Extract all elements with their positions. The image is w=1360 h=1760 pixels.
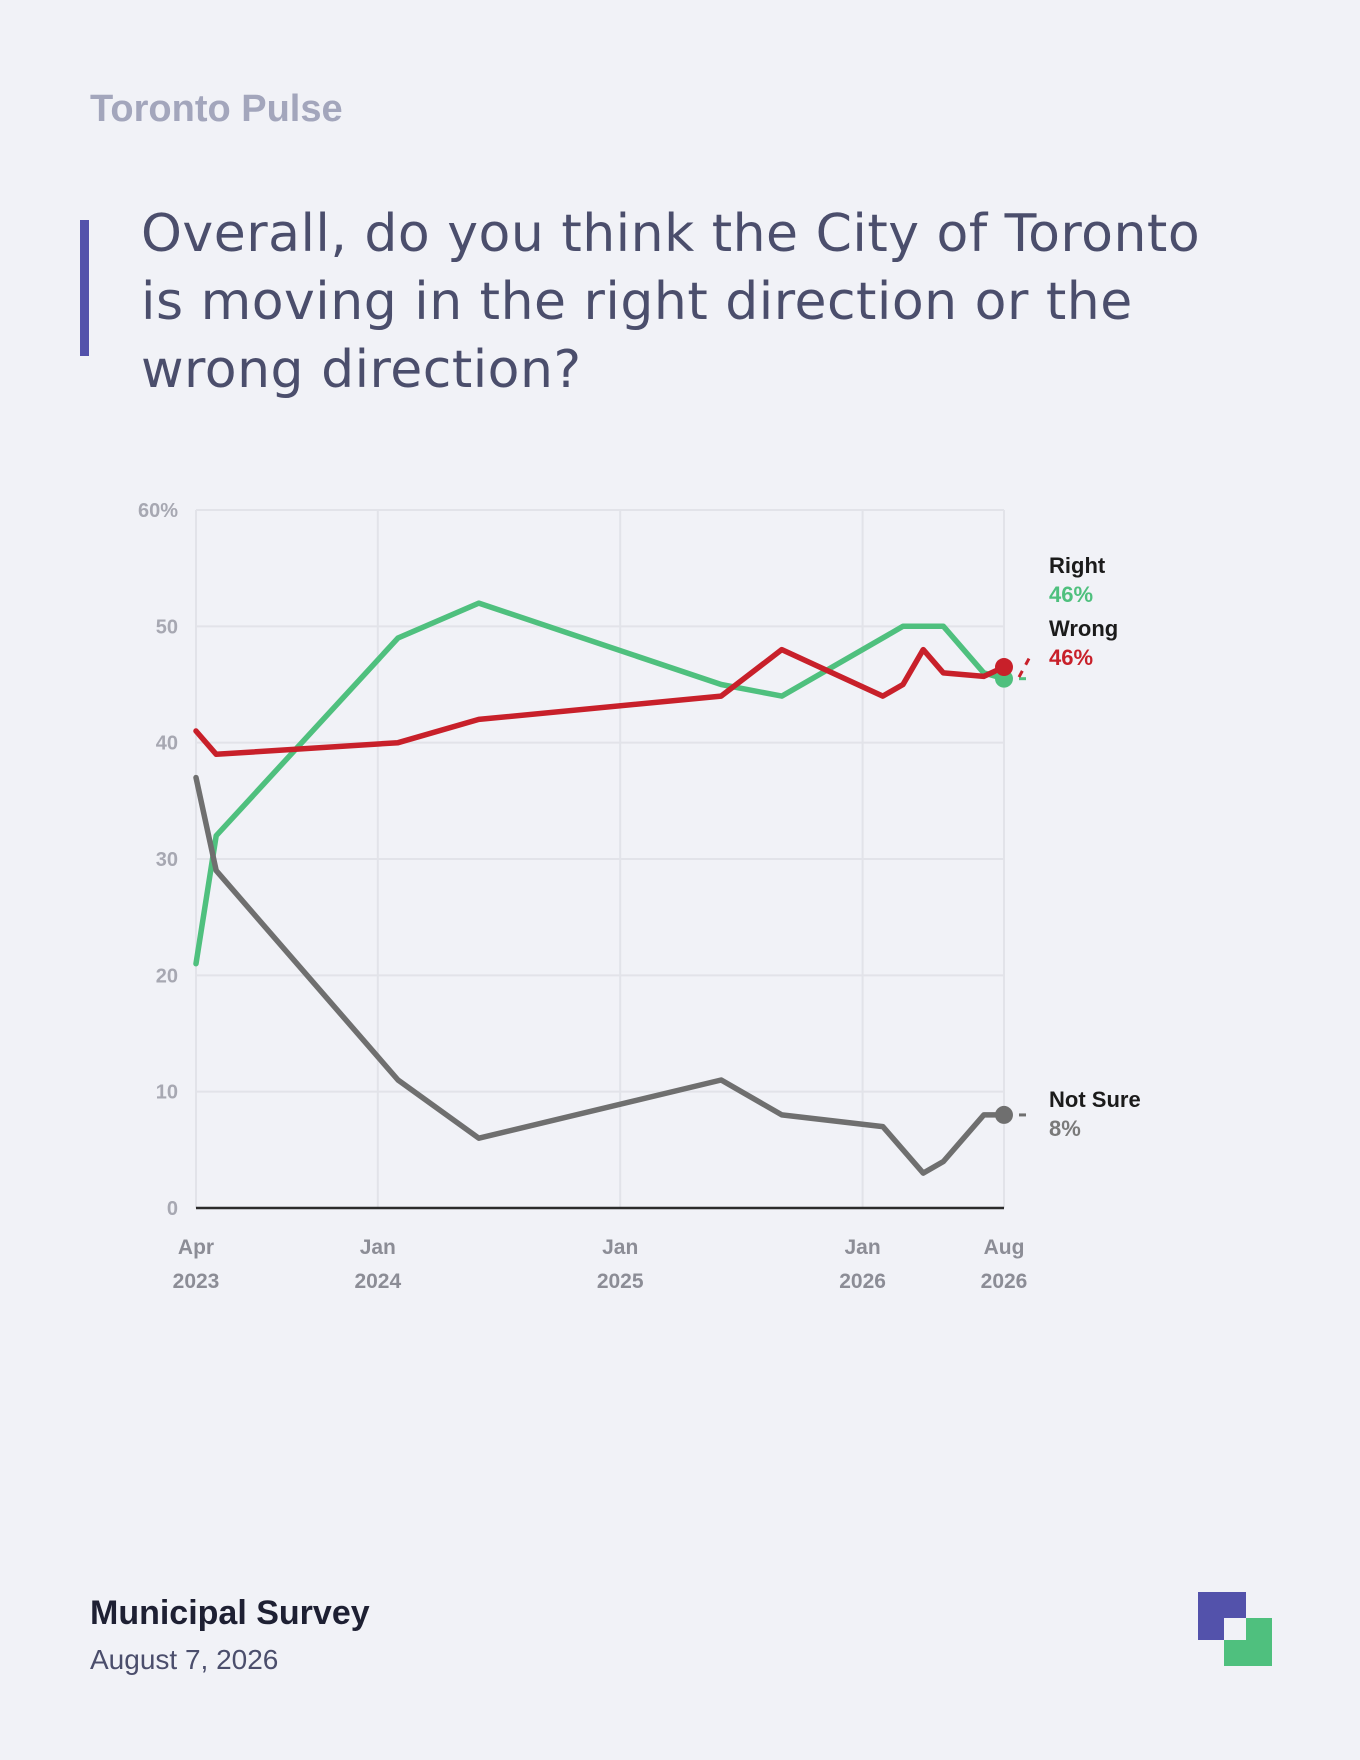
y-axis: 0 10 20 30 40 50 60% [138, 500, 178, 1220]
x-tick-year: 2024 [354, 1270, 401, 1293]
x-tick-month: Aug [984, 1236, 1025, 1259]
series-value-label-right: 46% [1049, 582, 1093, 607]
x-tick-month: Apr [178, 1236, 214, 1259]
series-line-right [193, 600, 1007, 967]
end-marker-not-sure [995, 1105, 1013, 1124]
question-accent-bar [80, 220, 89, 356]
end-labels: Right 46% Wrong 46% Not Sure 8% [1017, 553, 1141, 1141]
series-line-not-sure [193, 774, 1007, 1176]
question-text: Overall, do you think the City of Toront… [141, 204, 1201, 400]
brand-name: Toronto Pulse [90, 88, 343, 130]
footer-date: August 7, 2026 [90, 1644, 279, 1675]
x-tick-year: 2026 [981, 1270, 1028, 1293]
series-line-wrong [193, 646, 1007, 758]
y-tick-label: 20 [156, 965, 178, 987]
x-tick-month: Jan [845, 1236, 881, 1259]
x-tick-year: 2026 [839, 1270, 886, 1293]
series-name-label-wrong: Wrong [1049, 616, 1118, 641]
x-tick-month: Jan [360, 1236, 396, 1259]
series-value-label-wrong: 46% [1049, 645, 1093, 670]
logo-gap [1224, 1618, 1246, 1640]
y-tick-label: 10 [156, 1082, 178, 1104]
series-name-label-not-sure: Not Sure [1049, 1087, 1141, 1112]
x-axis: Apr 2023 Jan 2024 Jan 2025 Jan 2026 Aug 2026 [173, 1206, 1028, 1293]
brand-logo [1198, 1592, 1272, 1666]
x-tick-year: 2023 [173, 1270, 220, 1293]
chart-series [193, 600, 1013, 1176]
series-value-label-not-sure: 8% [1049, 1116, 1081, 1141]
y-tick-label: 60% [138, 500, 178, 522]
y-tick-label: 50 [156, 616, 178, 638]
x-tick-year: 2025 [597, 1270, 644, 1293]
y-tick-label: 40 [156, 733, 178, 755]
leader-wrong [1017, 652, 1034, 678]
footer-title: Municipal Survey [90, 1594, 370, 1632]
y-tick-label: 0 [167, 1198, 178, 1220]
chart-grid [195, 509, 1005, 1208]
x-tick-month: Jan [602, 1236, 638, 1259]
line-chart: 0 10 20 30 40 50 60% Apr 2023 Jan 2024 Jan 2025 Jan 2… [138, 500, 1141, 1293]
end-marker-wrong [995, 658, 1013, 677]
series-name-label-right: Right [1049, 553, 1106, 578]
y-tick-label: 30 [156, 849, 178, 871]
